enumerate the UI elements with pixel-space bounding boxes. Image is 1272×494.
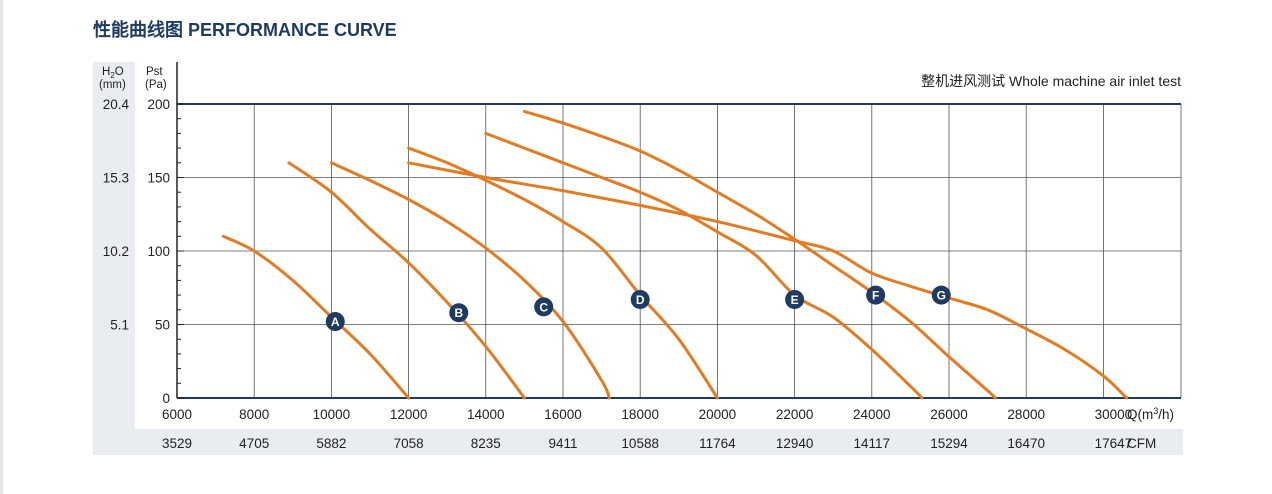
curve-c [329, 161, 611, 400]
tick-labels: 0 50 100 150 200 5.1 10.2 15.3 20.4 6000 8000 10000… [103, 97, 1157, 451]
y-tick-label: 150 [147, 171, 170, 186]
h2o-axis-band [93, 62, 135, 455]
curve-marker-c [534, 297, 554, 317]
x-tick-label: 16000 [544, 407, 582, 422]
curve-marker-a [325, 312, 345, 332]
cfm-unit-label: CFM [1127, 436, 1156, 451]
cfm-tick-label: 14117 [854, 436, 891, 451]
h2o-unit-label: H2O [102, 66, 124, 80]
cfm-tick-label: 3529 [162, 436, 192, 451]
cfm-axis-band [93, 429, 1183, 455]
curve-label-b: B [454, 306, 463, 320]
x-tick-label: 24000 [853, 407, 891, 422]
x-tick-label: 26000 [930, 407, 968, 422]
curve-label-f: F [872, 289, 879, 303]
pst-label: Pst [146, 66, 163, 78]
curve-d [407, 146, 719, 400]
cfm-tick-label: 11764 [699, 436, 736, 451]
curve-label-g: G [937, 289, 946, 303]
y-tick-label: 200 [147, 97, 170, 112]
x-tick-label: 14000 [467, 407, 505, 422]
curve-label-e: E [791, 293, 799, 307]
window-left-edge [0, 0, 3, 494]
x-tick-label: 12000 [390, 407, 428, 422]
y-tick-label: 0 [162, 391, 170, 406]
x-tick-label: 10000 [313, 407, 351, 422]
h2o-unit: (mm) [99, 79, 126, 91]
cfm-tick-label: 17647 [1095, 436, 1133, 451]
curve-marker-g [931, 285, 951, 305]
curve-marker-b [449, 303, 469, 323]
page-title: 性能曲线图 PERFORMANCE CURVE [93, 19, 397, 40]
x-unit-label: Q(m3/h) [1127, 406, 1174, 422]
curve-a [221, 234, 411, 400]
curve-label-a: A [331, 315, 340, 329]
h2o-tick-label: 15.3 [103, 171, 129, 186]
h2o-tick-label: 10.2 [103, 244, 129, 259]
curve-g [407, 161, 1129, 400]
curve-marker-e [785, 290, 805, 310]
x-tick-label: 28000 [1007, 407, 1045, 422]
h2o-tick-label: 20.4 [103, 97, 130, 112]
curve-marker-d [630, 290, 650, 310]
x-tick-label: 6000 [162, 407, 192, 422]
y-tick-label: 100 [147, 244, 170, 259]
cfm-tick-label: 8235 [471, 436, 501, 451]
cfm-tick-label: 9411 [548, 436, 577, 451]
cfm-tick-label: 10588 [621, 436, 659, 451]
performance-curves [221, 109, 1129, 400]
curve-e [484, 131, 924, 400]
x-tick-label: 30000 [1095, 407, 1133, 422]
curve-label-c: C [539, 300, 548, 314]
curve-markers: A B C D E F G [325, 285, 951, 332]
x-tick-label: 20000 [699, 407, 737, 422]
curve-b [287, 161, 526, 400]
curve-f [522, 109, 997, 400]
pst-unit: (Pa) [145, 79, 167, 91]
h2o-tick-label: 5.1 [110, 318, 129, 333]
grid [177, 103, 1182, 398]
cfm-tick-label: 15294 [930, 436, 968, 451]
cfm-tick-label: 12940 [776, 436, 814, 451]
cfm-tick-label: 7058 [394, 436, 424, 451]
x-tick-label: 22000 [776, 407, 814, 422]
curve-marker-f [866, 285, 886, 305]
cfm-tick-label: 16470 [1007, 436, 1045, 451]
curve-label-d: D [636, 293, 645, 307]
x-tick-label: 8000 [239, 407, 269, 422]
y-tick-label: 50 [155, 318, 170, 333]
cfm-tick-label: 5882 [316, 436, 346, 451]
cfm-tick-label: 4705 [239, 436, 269, 451]
test-condition-label: 整机进风测试 Whole machine air inlet test [921, 73, 1181, 89]
x-tick-label: 18000 [621, 407, 659, 422]
axes [176, 62, 1181, 399]
